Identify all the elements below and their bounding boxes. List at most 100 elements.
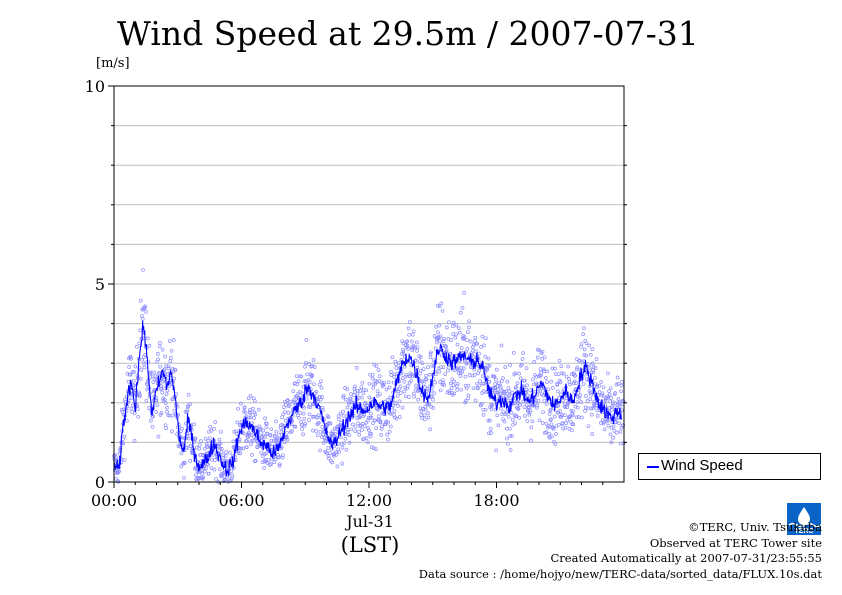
data-point bbox=[610, 404, 615, 408]
data-point bbox=[619, 383, 624, 388]
data-point bbox=[565, 418, 570, 423]
data-point bbox=[281, 412, 286, 417]
data-point bbox=[561, 426, 566, 431]
data-point bbox=[430, 363, 435, 368]
data-point bbox=[588, 352, 593, 357]
data-point bbox=[311, 358, 316, 362]
data-point bbox=[462, 335, 467, 340]
data-point bbox=[521, 351, 525, 355]
data-point bbox=[601, 385, 606, 390]
data-point bbox=[535, 405, 539, 410]
data-point bbox=[607, 389, 611, 394]
data-point bbox=[578, 393, 583, 397]
data-point bbox=[320, 395, 324, 399]
data-point bbox=[386, 437, 390, 442]
data-point bbox=[406, 395, 411, 399]
data-point bbox=[515, 381, 520, 385]
data-point bbox=[264, 421, 268, 426]
data-point bbox=[365, 403, 370, 408]
legend-swatch bbox=[647, 466, 659, 468]
data-point bbox=[490, 402, 495, 407]
data-point bbox=[318, 429, 323, 434]
data-point bbox=[570, 428, 574, 433]
data-point bbox=[486, 356, 491, 361]
y-tick-label: 10 bbox=[85, 77, 105, 96]
data-point bbox=[324, 439, 329, 444]
data-point bbox=[277, 463, 282, 468]
data-point bbox=[471, 386, 476, 391]
data-point bbox=[381, 382, 386, 387]
data-point bbox=[387, 430, 392, 434]
data-point bbox=[326, 446, 330, 450]
data-point bbox=[285, 398, 290, 402]
data-point bbox=[227, 450, 232, 455]
data-point bbox=[398, 384, 403, 389]
data-point bbox=[447, 389, 452, 394]
data-point bbox=[404, 340, 409, 344]
data-point bbox=[310, 373, 315, 378]
data-point bbox=[248, 411, 253, 415]
data-point bbox=[443, 372, 448, 377]
data-point bbox=[212, 427, 216, 431]
data-point bbox=[422, 417, 427, 422]
data-point bbox=[392, 413, 396, 418]
data-point bbox=[126, 398, 131, 403]
data-point bbox=[440, 308, 445, 313]
data-point bbox=[587, 389, 592, 393]
data-point bbox=[208, 424, 213, 429]
data-point bbox=[475, 341, 479, 346]
data-point bbox=[422, 381, 426, 386]
data-point bbox=[492, 374, 497, 379]
data-point bbox=[413, 345, 417, 350]
data-point bbox=[169, 348, 174, 353]
data-point bbox=[253, 458, 258, 463]
data-point bbox=[605, 371, 610, 376]
data-point bbox=[459, 366, 464, 370]
data-point bbox=[374, 426, 379, 431]
data-point bbox=[394, 416, 399, 421]
data-point bbox=[423, 407, 428, 412]
data-point bbox=[454, 323, 459, 328]
data-point bbox=[241, 431, 246, 436]
data-point bbox=[154, 398, 159, 403]
data-point bbox=[166, 366, 171, 371]
data-point bbox=[429, 350, 433, 355]
data-point bbox=[491, 374, 496, 379]
data-point bbox=[136, 414, 141, 419]
data-point bbox=[574, 367, 579, 372]
data-point bbox=[507, 392, 512, 397]
data-point bbox=[449, 386, 454, 390]
data-point bbox=[138, 298, 143, 303]
data-point bbox=[157, 370, 162, 375]
data-point bbox=[166, 364, 171, 369]
data-point bbox=[449, 338, 453, 342]
data-point bbox=[411, 329, 416, 334]
data-point bbox=[389, 369, 393, 374]
data-point bbox=[451, 320, 456, 325]
data-point bbox=[600, 391, 605, 396]
data-point bbox=[369, 431, 373, 436]
data-point bbox=[188, 444, 193, 448]
data-point bbox=[252, 416, 256, 420]
data-point bbox=[609, 440, 614, 445]
data-point bbox=[559, 364, 564, 369]
data-point bbox=[493, 386, 498, 391]
data-point bbox=[575, 400, 580, 405]
data-point bbox=[518, 376, 523, 381]
data-point bbox=[506, 441, 510, 446]
data-point bbox=[439, 365, 443, 370]
data-point bbox=[193, 436, 198, 441]
data-point bbox=[333, 450, 338, 455]
data-point bbox=[386, 380, 391, 385]
data-point bbox=[129, 396, 134, 400]
data-point bbox=[388, 424, 393, 429]
data-point bbox=[415, 349, 419, 353]
data-point bbox=[280, 455, 285, 460]
data-point bbox=[150, 424, 155, 429]
data-point bbox=[459, 346, 464, 350]
data-point bbox=[341, 395, 346, 400]
data-point bbox=[587, 366, 592, 370]
data-point bbox=[180, 426, 184, 431]
data-point bbox=[140, 317, 145, 321]
data-point bbox=[162, 397, 167, 402]
